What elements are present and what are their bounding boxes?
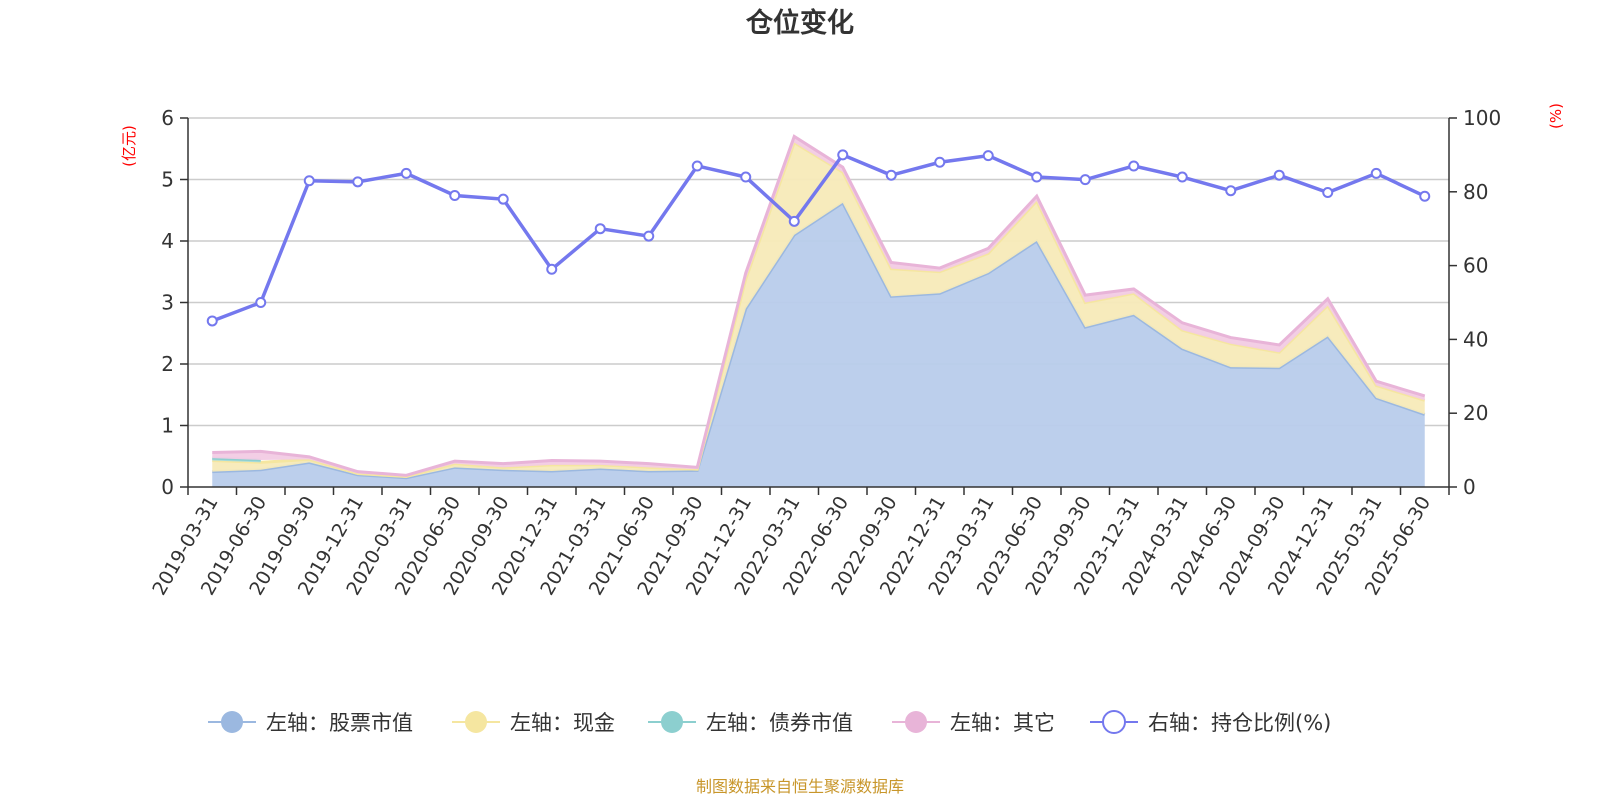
holding-ratio-point xyxy=(352,176,364,188)
holding-ratio-point xyxy=(1079,174,1091,186)
legend-label: 左轴：现金 xyxy=(510,711,615,735)
holding-ratio-point xyxy=(934,156,946,168)
holding-ratio-point xyxy=(255,297,267,308)
holding-ratio-point xyxy=(1322,187,1334,199)
holding-ratio-point xyxy=(206,315,218,327)
holding-ratio-point xyxy=(1031,171,1043,183)
legend-marker xyxy=(1102,710,1126,734)
area-edge-line xyxy=(212,134,1426,477)
holding-ratio-point xyxy=(643,230,655,242)
left-tick-label: 3 xyxy=(161,291,174,315)
holding-ratio-line xyxy=(211,152,1426,323)
right-tick-label: 100 xyxy=(1463,106,1501,130)
holding-ratio-point xyxy=(400,167,412,179)
legend-item: 右轴：持仓比例(%) xyxy=(1090,710,1331,735)
left-tick-label: 0 xyxy=(161,475,174,499)
holding-ratio-point xyxy=(449,189,461,201)
area-f5e6a0 xyxy=(212,142,1425,478)
source-note: 制图数据来自恒生聚源数据库 xyxy=(696,777,904,796)
holding-ratio-point xyxy=(788,215,800,227)
right-axis-unit: (%) xyxy=(1547,103,1565,129)
left-axis-unit: (亿元) xyxy=(120,125,138,167)
legend-marker xyxy=(661,711,683,733)
area-series xyxy=(212,134,1426,487)
holding-ratio-point xyxy=(837,149,849,161)
holding-ratio-point xyxy=(1273,169,1285,181)
left-tick-label: 2 xyxy=(161,352,174,376)
left-tick-label: 5 xyxy=(161,168,174,192)
holding-ratio-point xyxy=(1419,190,1431,202)
right-tick-label: 0 xyxy=(1463,475,1476,499)
left-tick-label: 4 xyxy=(161,229,174,253)
holding-ratio-point xyxy=(546,263,558,275)
holding-ratio-point xyxy=(885,169,897,181)
holding-ratio-point xyxy=(1176,171,1188,183)
chart-title: 仓位变化 xyxy=(745,7,854,39)
legend-marker xyxy=(221,711,243,733)
legend-item: 左轴：现金 xyxy=(452,711,615,735)
legend-item: 左轴：其它 xyxy=(892,711,1055,735)
right-tick-label: 80 xyxy=(1463,180,1488,204)
holding-ratio-point xyxy=(497,193,509,205)
left-tick-label: 1 xyxy=(161,414,174,438)
right-tick-label: 20 xyxy=(1463,401,1488,425)
holding-ratio-point xyxy=(1128,160,1140,172)
legend-label: 左轴：股票市值 xyxy=(266,711,413,735)
legend: 左轴：股票市值 左轴：现金 左轴：债券市值 左轴：其它 右轴：持仓比例(%) xyxy=(208,710,1331,735)
legend-item: 左轴：债券市值 xyxy=(648,711,853,735)
line-series xyxy=(206,149,1431,327)
left-tick-label: 6 xyxy=(161,106,174,130)
legend-label: 右轴：持仓比例(%) xyxy=(1148,711,1331,735)
legend-marker xyxy=(905,711,927,733)
holding-ratio-point xyxy=(1370,167,1382,179)
right-tick-label: 60 xyxy=(1463,254,1488,278)
holding-ratio-point xyxy=(303,175,315,187)
holding-ratio-point xyxy=(691,160,703,172)
legend-item: 左轴：股票市值 xyxy=(208,711,413,735)
area-9bb8e0 xyxy=(212,202,1425,487)
holding-ratio-point xyxy=(594,223,606,235)
holding-ratio-point xyxy=(982,150,994,162)
legend-label: 左轴：其它 xyxy=(950,711,1055,735)
right-tick-label: 40 xyxy=(1463,327,1488,351)
holding-ratio-point xyxy=(1225,185,1237,197)
holding-ratio-point xyxy=(740,171,752,183)
legend-label: 左轴：债券市值 xyxy=(706,711,853,735)
legend-marker xyxy=(465,711,487,733)
